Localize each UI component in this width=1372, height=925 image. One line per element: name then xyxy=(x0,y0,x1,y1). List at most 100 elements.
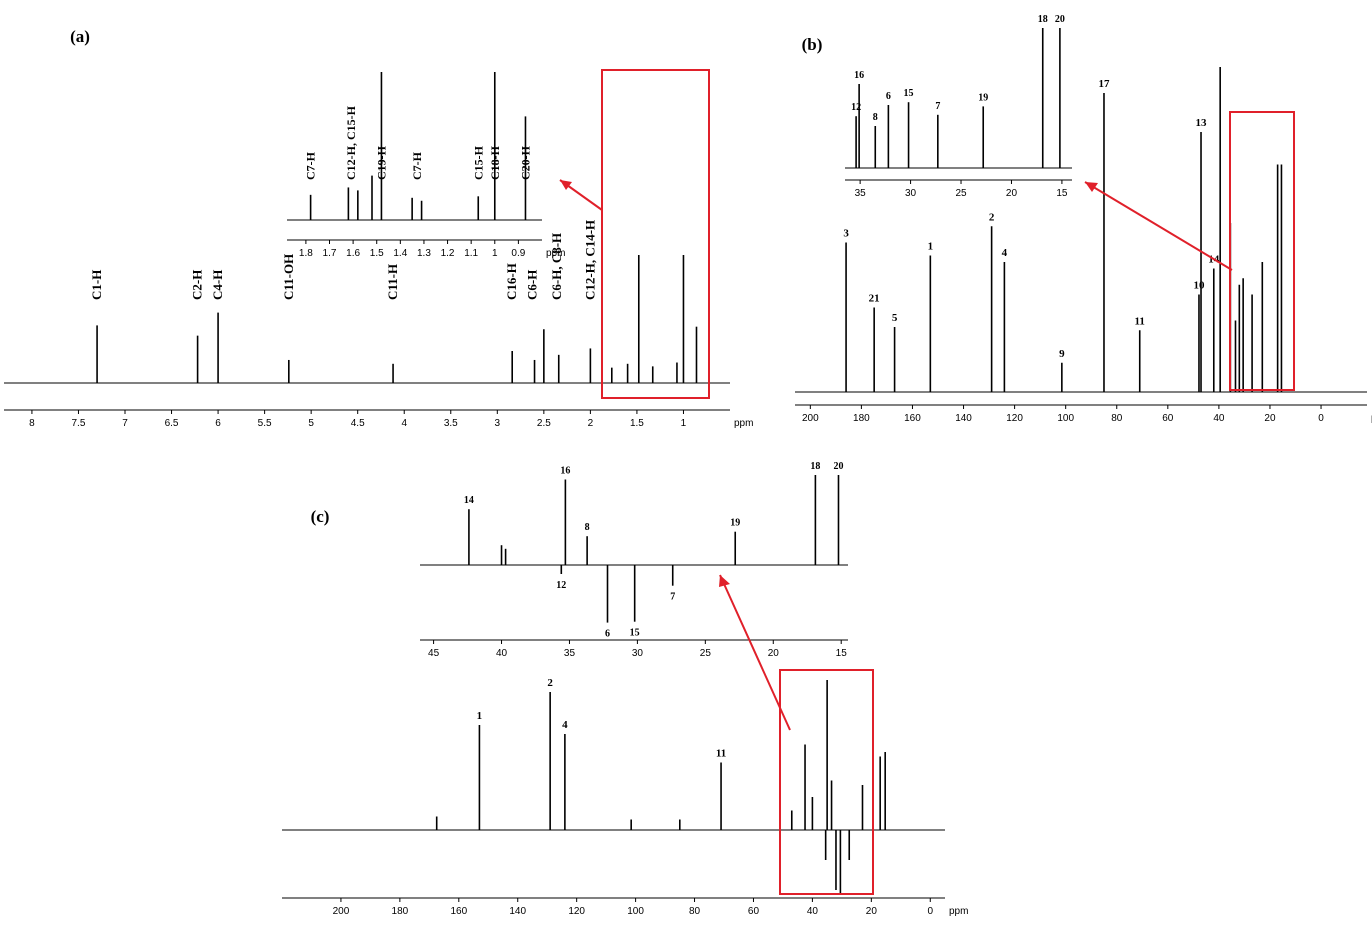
axis-a-tick-label-5: 5.5 xyxy=(258,418,272,429)
axis-b-tick-label-10: 0 xyxy=(1318,413,1324,424)
axis-c-tick-label-1: 180 xyxy=(392,906,409,917)
inset-axis-b-tick-label-1: 30 xyxy=(905,188,917,199)
spectrum-b-peak-label-9: 13 xyxy=(1196,117,1208,129)
inset-axis-a-tick-label-1: 1.7 xyxy=(323,248,337,259)
axis-a-tick-label-10: 3 xyxy=(495,418,501,429)
axis-b-tick-label-1: 180 xyxy=(853,413,870,424)
inset-axis-c-tick-label-6: 15 xyxy=(836,648,848,659)
inset-annotation-a-5: C18-H xyxy=(488,145,502,180)
axis-a-tick-label-0: 8 xyxy=(29,418,35,429)
axis-a-tick-label-1: 7.5 xyxy=(72,418,86,429)
axis-b-tick-label-5: 100 xyxy=(1057,413,1074,424)
axis-a-tick-label-3: 6.5 xyxy=(165,418,179,429)
inset-annotation-a-6: C20-H xyxy=(518,145,532,180)
inset-c-peak-label-8: 7 xyxy=(670,592,675,603)
axis-b-tick-label-0: 200 xyxy=(802,413,819,424)
panel-label-a: (a) xyxy=(70,27,90,46)
inset-b-peak-label-1: 16 xyxy=(854,70,864,81)
spectrum-b-peak-label-6: 9 xyxy=(1059,348,1065,360)
annotation-a-4: C11-H xyxy=(385,264,400,300)
highlight-box-b xyxy=(1229,111,1295,391)
axis-b-tick-label-7: 60 xyxy=(1162,413,1174,424)
annotation-a-6: C6-H xyxy=(525,270,540,300)
inset-annotation-a-3: C7-H xyxy=(410,151,424,180)
annotation-a-0: C1-H xyxy=(89,270,104,300)
inset-b-peak-label-8: 20 xyxy=(1055,14,1065,25)
annotation-a-1: C2-H xyxy=(190,270,205,300)
inset-c-peak-label-4: 16 xyxy=(560,466,570,477)
inset-b-peak-label-4: 15 xyxy=(904,88,914,99)
spectrum-b-peak-label-4: 2 xyxy=(989,211,995,223)
inset-b-peak-label-7: 18 xyxy=(1038,14,1048,25)
axis-a-tick-label-11: 2.5 xyxy=(537,418,551,429)
arrowhead-b xyxy=(1085,182,1098,192)
spectrum-b-peak-label-5: 4 xyxy=(1002,247,1008,259)
inset-b-peak-label-0: 12 xyxy=(851,102,861,113)
inset-axis-b-tick-label-2: 25 xyxy=(955,188,967,199)
axis-a-tick-label-8: 4 xyxy=(401,418,407,429)
panel-label-b: (b) xyxy=(802,35,823,54)
spectrum-b-peak-label-1: 21 xyxy=(869,293,880,305)
inset-axis-a-unit-label: ppm xyxy=(546,248,565,259)
inset-annotation-a-2: C19-H xyxy=(374,145,388,180)
spectra-layer: (a) 8 7.5 7 6.5 6 5.5 5 4.5 4 3.5 3 2.5 2 1.5 1 ppm C1-H C… xyxy=(4,14,1372,917)
axis-c-tick-label-9: 20 xyxy=(866,906,878,917)
axis-a-tick-label-14: 1 xyxy=(681,418,687,429)
inset-axis-c-tick-label-5: 20 xyxy=(768,648,780,659)
inset-c-peak-label-3: 12 xyxy=(556,580,566,591)
inset-axis-b-tick-label-3: 20 xyxy=(1006,188,1018,199)
axis-a-tick-label-13: 1.5 xyxy=(630,418,644,429)
axis-c-tick-label-6: 80 xyxy=(689,906,701,917)
inset-c-peak-label-5: 8 xyxy=(585,522,590,533)
axis-b-tick-label-2: 160 xyxy=(904,413,921,424)
axis-a-tick-label-4: 6 xyxy=(215,418,221,429)
inset-axis-b-tick-label-0: 35 xyxy=(855,188,867,199)
inset-c-peak-label-6: 6 xyxy=(605,629,610,640)
inset-annotation-a-4: C15-H xyxy=(471,145,485,180)
spectrum-c-peak-label-3: 4 xyxy=(562,719,568,731)
spectrum-b-peak-label-7: 17 xyxy=(1098,78,1110,90)
spectrum-c-peak-label-1: 1 xyxy=(477,710,483,722)
arrowhead-c xyxy=(719,575,730,587)
inset-axis-a-tick-label-3: 1.5 xyxy=(370,248,384,259)
inset-axis-a-tick-label-9: 0.9 xyxy=(511,248,525,259)
inset-axis-a-tick-label-6: 1.2 xyxy=(441,248,455,259)
inset-b-peak-label-2: 8 xyxy=(873,112,878,123)
axis-b-tick-label-3: 140 xyxy=(955,413,972,424)
axis-b-tick-label-9: 20 xyxy=(1264,413,1276,424)
arrow-b xyxy=(1084,181,1233,271)
inset-b-peak-label-3: 6 xyxy=(886,91,891,102)
inset-axis-c-tick-label-1: 40 xyxy=(496,648,508,659)
inset-axis-a-tick-label-5: 1.3 xyxy=(417,248,431,259)
annotation-a-2: C4-H xyxy=(210,270,225,300)
inset-b-peak-label-6: 19 xyxy=(978,92,988,103)
axis-b-tick-label-4: 120 xyxy=(1006,413,1023,424)
axis-c-tick-label-10: 0 xyxy=(927,906,933,917)
spectrum-c-peak-label-6: 11 xyxy=(716,748,726,760)
axis-c-tick-label-3: 140 xyxy=(509,906,526,917)
axis-c-tick-label-8: 40 xyxy=(807,906,819,917)
axis-a-tick-label-7: 4.5 xyxy=(351,418,365,429)
inset-axis-c-tick-label-3: 30 xyxy=(632,648,644,659)
inset-c-peak-label-11: 20 xyxy=(833,461,843,472)
axis-c-tick-label-4: 120 xyxy=(568,906,585,917)
inset-c-peak-label-10: 18 xyxy=(810,461,820,472)
axis-b-tick-label-6: 80 xyxy=(1111,413,1123,424)
inset-axis-c-tick-label-4: 25 xyxy=(700,648,712,659)
axis-c-tick-label-7: 60 xyxy=(748,906,760,917)
axis-a-tick-label-2: 7 xyxy=(122,418,128,429)
inset-axis-c-tick-label-2: 35 xyxy=(564,648,576,659)
annotation-a-8: C12-H, C14-H xyxy=(582,220,597,300)
spectrum-c-peak-label-2: 2 xyxy=(547,677,553,689)
inset-c-peak-label-7: 15 xyxy=(630,628,640,639)
spectrum-b-peak-label-3: 1 xyxy=(928,241,934,253)
inset-axis-a-tick-label-8: 1 xyxy=(492,248,498,259)
spectrum-b-peak-label-0: 3 xyxy=(843,228,849,240)
spectrum-b-peak-label-2: 5 xyxy=(892,312,898,324)
inset-b-peak-label-5: 7 xyxy=(935,101,940,112)
annotation-a-3: C11-OH xyxy=(281,254,296,300)
inset-c-peak-label-9: 19 xyxy=(730,518,740,529)
inset-axis-c-tick-label-0: 45 xyxy=(428,648,440,659)
